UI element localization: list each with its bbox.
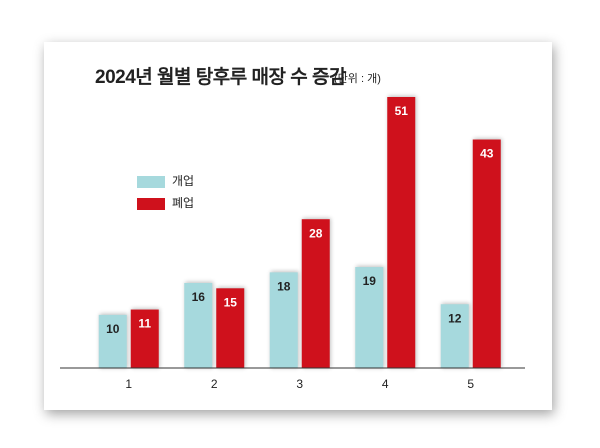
value-label: 43 xyxy=(480,147,494,161)
bar xyxy=(472,139,501,368)
bar xyxy=(440,304,469,368)
chart-title: 2024년 월별 탕후루 매장 수 증감 xyxy=(95,66,347,88)
value-label: 16 xyxy=(192,290,206,304)
x-tick-label: 4 xyxy=(382,377,389,391)
x-tick-label: 3 xyxy=(296,377,303,391)
value-label: 19 xyxy=(363,274,377,288)
bar xyxy=(387,97,416,368)
bar xyxy=(130,309,159,368)
bar xyxy=(184,282,213,368)
value-label: 18 xyxy=(277,280,291,294)
x-tick-label: 1 xyxy=(125,377,132,391)
x-tick-label: 2 xyxy=(211,377,218,391)
legend-swatch xyxy=(137,176,165,188)
legend-swatch xyxy=(137,198,165,210)
value-label: 11 xyxy=(138,317,151,331)
value-label: 12 xyxy=(448,311,462,325)
chart-subtitle: (단위 : 개) xyxy=(334,72,381,85)
bar xyxy=(355,267,384,368)
bar xyxy=(301,219,330,368)
bar xyxy=(98,314,127,368)
x-tick-label: 5 xyxy=(467,377,474,391)
legend-label: 폐업 xyxy=(172,196,194,210)
value-label: 51 xyxy=(395,104,409,118)
value-label: 10 xyxy=(106,322,120,336)
value-label: 28 xyxy=(309,226,323,240)
bar xyxy=(216,288,245,368)
bar xyxy=(269,272,298,368)
value-label: 15 xyxy=(224,295,238,309)
legend-label: 개업 xyxy=(172,174,194,188)
